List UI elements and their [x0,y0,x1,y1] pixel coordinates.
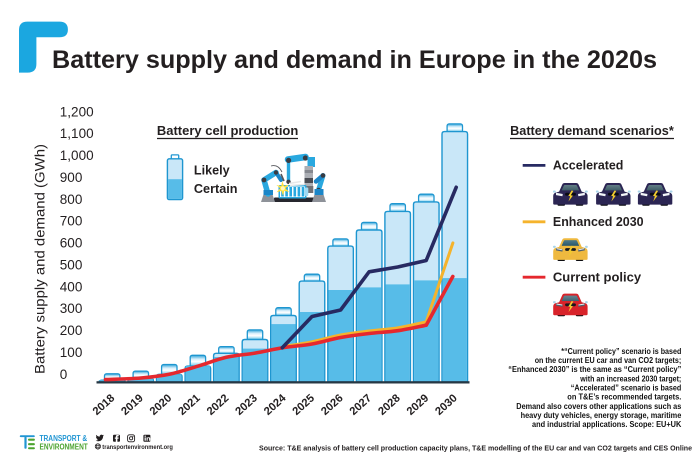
svg-text:2020: 2020 [148,392,175,418]
svg-text:and industrial applications. S: and industrial applications. Scope: EU+U… [532,420,682,429]
svg-text:2029: 2029 [405,392,432,418]
svg-text:1,000: 1,000 [60,148,94,163]
svg-text:Battery cell production: Battery cell production [157,123,298,138]
svg-text:2026: 2026 [319,392,346,418]
svg-text:Likely: Likely [194,163,230,178]
svg-text:2023: 2023 [233,392,260,418]
svg-text:2025: 2025 [290,392,317,418]
svg-text:400: 400 [60,279,83,294]
svg-text:500: 500 [60,257,83,272]
svg-text:Accelerated: Accelerated [553,157,624,172]
svg-text:Demand also covers other appli: Demand also covers other applications su… [516,402,682,411]
svg-text:900: 900 [60,170,83,185]
svg-text:Current policy: Current policy [553,269,642,284]
svg-text:800: 800 [60,192,83,207]
svg-text:Certain: Certain [194,181,238,196]
svg-text:heavy duty vehicles, energy st: heavy duty vehicles, energy storage, mar… [521,411,682,420]
svg-text:Battery supply and demand in E: Battery supply and demand in Europe in t… [52,46,657,74]
svg-text:2027: 2027 [348,392,375,418]
svg-text:2028: 2028 [376,392,403,418]
svg-text:*“Current policy” scenario is: *“Current policy” scenario is based [561,347,681,356]
svg-text:with an increased 2030 target;: with an increased 2030 target; [579,374,681,383]
svg-text:“Enhanced 2030” is the same as: “Enhanced 2030” is the same as “Current … [508,365,681,374]
svg-text:“Accelerated” scenario is base: “Accelerated” scenario is based [571,384,682,393]
svg-text:1,100: 1,100 [60,126,94,141]
svg-text:0: 0 [60,367,68,382]
svg-text:2019: 2019 [119,392,146,418]
svg-text:ENVIRONMENT: ENVIRONMENT [40,442,88,451]
svg-text:Battery supply and demand (GWh: Battery supply and demand (GWh) [31,144,47,374]
svg-text:on T&E’s recommended targets.: on T&E’s recommended targets. [567,393,681,402]
svg-text:TRANSPORT &: TRANSPORT & [40,434,88,443]
svg-text:200: 200 [60,323,83,338]
svg-text:2018: 2018 [91,392,118,418]
svg-text:Battery demand scenarios*: Battery demand scenarios* [510,123,675,138]
svg-text:Source: T&E analysis of batter: Source: T&E analysis of battery cell pro… [259,443,692,452]
svg-text:2030: 2030 [433,392,460,418]
svg-text:Enhanced 2030: Enhanced 2030 [553,214,644,229]
svg-text:300: 300 [60,301,83,316]
svg-text:600: 600 [60,236,83,251]
svg-text:2024: 2024 [262,392,289,418]
svg-text:2021: 2021 [176,392,203,418]
svg-text:2022: 2022 [205,392,232,418]
svg-text:on the current EU car and van: on the current EU car and van CO2 target… [535,356,682,365]
svg-text:1,200: 1,200 [60,104,94,119]
svg-text:700: 700 [60,214,83,229]
svg-text:transportenvironment.org: transportenvironment.org [102,444,173,451]
svg-text:100: 100 [60,345,83,360]
